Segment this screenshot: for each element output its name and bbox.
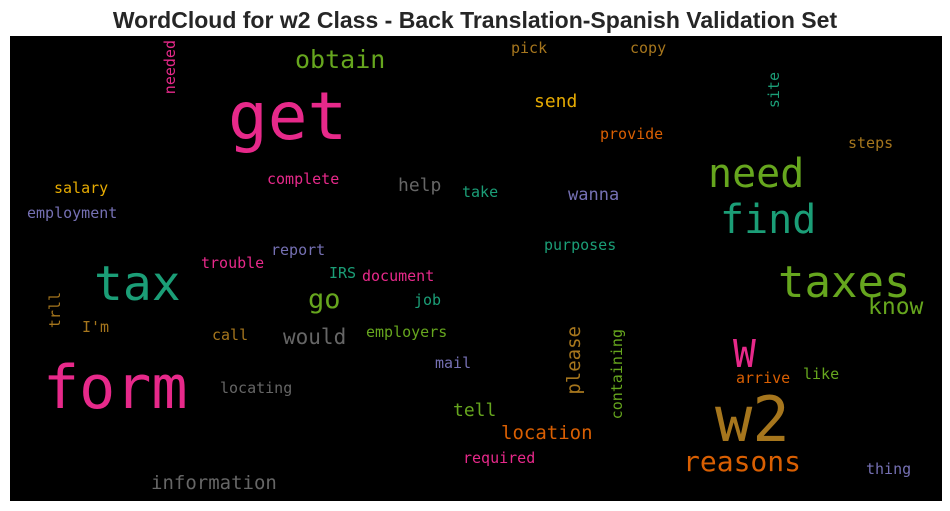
word-trll: trll bbox=[46, 292, 64, 329]
word-send: send bbox=[534, 91, 578, 112]
word-go: go bbox=[308, 284, 341, 315]
word-help: help bbox=[398, 175, 442, 196]
word-location: location bbox=[501, 422, 593, 444]
word-report: report bbox=[271, 241, 326, 259]
word-thing: thing bbox=[866, 460, 912, 478]
word-find: find bbox=[720, 197, 817, 243]
word-pick: pick bbox=[511, 39, 548, 57]
word-taxes: taxes bbox=[778, 257, 911, 308]
word-call: call bbox=[212, 326, 249, 344]
word-steps: steps bbox=[848, 134, 894, 152]
word-purposes: purposes bbox=[544, 236, 617, 254]
word-employers: employers bbox=[366, 323, 448, 341]
word-know: know bbox=[868, 294, 924, 320]
word-salary: salary bbox=[54, 179, 109, 197]
word-needed: needed bbox=[161, 40, 179, 95]
word-copy: copy bbox=[630, 39, 667, 57]
word-complete: complete bbox=[267, 170, 340, 188]
word-irs: IRS bbox=[329, 264, 357, 282]
word-would: would bbox=[283, 325, 347, 349]
word-trouble: trouble bbox=[201, 254, 265, 272]
word-reasons: reasons bbox=[683, 445, 802, 478]
word-required: required bbox=[463, 449, 536, 467]
word-take: take bbox=[462, 183, 499, 201]
word-form: form bbox=[43, 353, 188, 423]
word-obtain: obtain bbox=[295, 45, 386, 74]
word-site: site bbox=[765, 72, 783, 109]
word-please: please bbox=[563, 326, 585, 395]
word-employment: employment bbox=[27, 204, 118, 222]
word-w2: w2 bbox=[715, 383, 790, 456]
word-need: need bbox=[708, 151, 805, 197]
word-tell: tell bbox=[453, 400, 497, 421]
chart-title: WordCloud for w2 Class - Back Translatio… bbox=[112, 7, 838, 33]
word-like: like bbox=[803, 365, 840, 383]
word-wanna: wanna bbox=[568, 185, 620, 205]
word-i-m: I'm bbox=[82, 318, 110, 336]
word-locating: locating bbox=[220, 379, 293, 397]
word-provide: provide bbox=[600, 125, 664, 143]
word-w: W bbox=[733, 332, 756, 376]
word-mail: mail bbox=[435, 354, 472, 372]
word-tax: tax bbox=[94, 256, 181, 312]
word-arrive: arrive bbox=[736, 369, 791, 387]
word-containing: containing bbox=[608, 329, 626, 420]
word-document: document bbox=[362, 267, 435, 285]
word-get: get bbox=[228, 78, 348, 155]
word-information: information bbox=[151, 472, 277, 494]
word-job: job bbox=[414, 291, 442, 309]
